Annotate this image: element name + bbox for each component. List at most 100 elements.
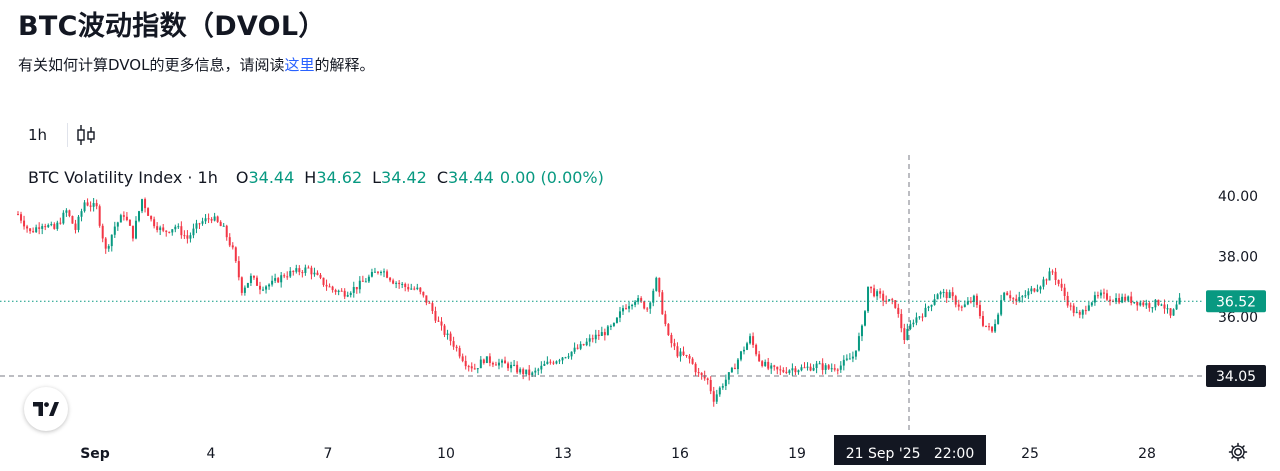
change-value: 0.00 (0.00%) (499, 168, 604, 187)
candle-body (216, 216, 219, 222)
candle-body (304, 267, 307, 273)
candle-body (782, 370, 785, 372)
candle-body (582, 344, 585, 346)
candles-group (17, 197, 1181, 407)
candle-body (316, 272, 319, 275)
candle-body (1054, 271, 1057, 281)
candle-body (265, 286, 268, 290)
candle-body (1021, 296, 1024, 298)
candle-body (1136, 301, 1139, 306)
candle-body (894, 300, 897, 308)
candle-body (543, 363, 546, 366)
candle-body (86, 202, 89, 206)
candle-body (1039, 286, 1042, 290)
candle-body (758, 354, 761, 362)
close-label: C (436, 168, 449, 187)
candle-body (870, 286, 873, 289)
candle-body (252, 275, 255, 278)
candle-body (724, 379, 727, 387)
candle-body (392, 280, 395, 284)
candle-body (234, 247, 237, 262)
candle-body (661, 292, 664, 315)
candle-body (389, 277, 392, 281)
candle-body (292, 270, 295, 272)
candle-body (1063, 287, 1066, 296)
candle-body (848, 358, 851, 360)
candle-body (1142, 302, 1145, 306)
candle-body (367, 276, 370, 282)
candle-body (972, 295, 975, 303)
candle-body (319, 274, 322, 278)
candle-body (573, 347, 576, 352)
candle-body (222, 225, 225, 227)
candle-body (519, 369, 522, 373)
candle-body (694, 363, 697, 373)
tradingview-logo-icon (33, 402, 59, 416)
candle-body (1169, 308, 1172, 316)
candle-body (243, 287, 246, 293)
settings-gear-icon[interactable] (1228, 442, 1248, 466)
interval-button[interactable]: 1h (28, 126, 48, 144)
x-tick-label: 25 (1021, 446, 1039, 462)
candle-body (1030, 288, 1033, 292)
candle-body (26, 226, 29, 229)
symbol-name[interactable]: BTC Volatility Index · 1h (28, 168, 218, 187)
candlestick-icon[interactable] (76, 123, 96, 147)
candle-body (416, 287, 419, 290)
close-value: 34.44 (448, 168, 494, 187)
candle-body (854, 350, 857, 357)
candle-body (147, 208, 150, 216)
candle-body (1102, 292, 1105, 294)
candle-body (1151, 307, 1154, 309)
candle-body (960, 306, 963, 308)
candle-body (340, 290, 343, 292)
candle-body (458, 348, 461, 357)
candle-body (615, 317, 618, 323)
candle-body (839, 365, 842, 370)
candle-body (788, 370, 791, 373)
candle-body (945, 291, 948, 299)
candle-body (522, 369, 525, 375)
candle-body (942, 291, 945, 293)
candle-body (186, 235, 189, 239)
candle-body (80, 211, 83, 217)
candle-body (1060, 283, 1063, 288)
candle-body (35, 227, 38, 233)
candle-body (259, 285, 261, 290)
candle-body (921, 316, 924, 318)
candle-body (1093, 295, 1096, 303)
price-chart[interactable]: 40.00 38.00 36.00 36.52 34.05 Sep 4 7 10 13 16 1… (0, 155, 1280, 471)
candle-body (1130, 296, 1133, 303)
candle-body (963, 304, 966, 307)
candle-body (969, 301, 972, 303)
candle-body (857, 336, 860, 351)
candle-body (1078, 311, 1081, 315)
candle-body (951, 292, 954, 297)
candle-body (1084, 310, 1087, 312)
candle-body (298, 268, 301, 273)
candle-body (32, 231, 35, 233)
page-subtitle: 有关如何计算DVOL的更多信息，请阅读这里的解释。 (18, 54, 374, 75)
here-link[interactable]: 这里 (284, 56, 315, 74)
candle-body (1036, 289, 1039, 292)
candle-body (978, 304, 981, 316)
candle-body (398, 282, 401, 285)
candle-body (909, 324, 912, 329)
candle-body (903, 328, 906, 340)
svg-text:21 Sep '25 22:00: 21 Sep '25 22:00 (846, 446, 974, 462)
subtitle-text-pre: 有关如何计算DVOL的更多信息，请阅读 (18, 56, 285, 74)
candle-body (134, 220, 137, 239)
candle-body (1069, 305, 1072, 307)
candle-body (882, 293, 885, 301)
candle-body (991, 326, 994, 332)
candle-body (346, 295, 349, 297)
tradingview-logo[interactable] (24, 387, 68, 431)
candle-body (464, 360, 467, 367)
candle-body (485, 356, 488, 363)
candle-body (930, 304, 933, 307)
candle-body (1009, 295, 1012, 299)
candle-body (1109, 299, 1112, 302)
candle-body (579, 344, 582, 349)
candle-body (168, 231, 171, 233)
high-value: 34.62 (316, 168, 363, 187)
